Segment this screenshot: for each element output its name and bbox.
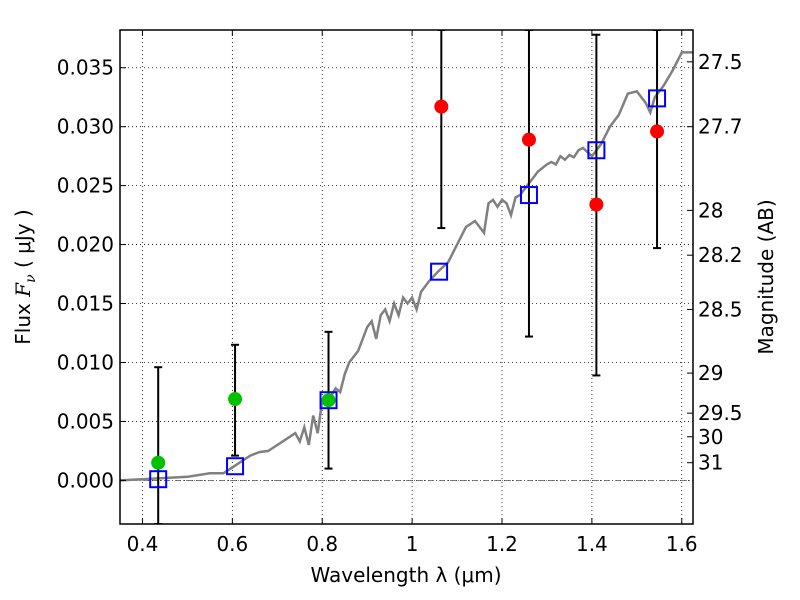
y-tick-label: 0.010 [57,350,114,374]
magnitude-axis-label: Magnitude (AB) [754,199,778,354]
magnitude-tick-label: 28.5 [698,297,743,321]
y-tick-label: 0.025 [57,174,114,198]
data-points [149,89,667,489]
x-axis-label: Wavelength λ (μm) [310,563,501,587]
model-flux-square [319,391,338,410]
error-bars [154,30,662,524]
magnitude-tick-label: 29 [698,361,723,385]
x-tick-label: 1.2 [486,532,518,556]
magnitude-tick-label: 27.5 [698,50,743,74]
model-flux-square [149,470,168,489]
magnitude-tick-label: 27.7 [698,115,743,139]
model-flux-square [226,457,245,476]
magnitude-tick-label: 28.2 [698,243,743,267]
y-tick-label: 0.035 [57,56,114,80]
model-flux-square [519,186,538,205]
x-tick-label: 1 [406,532,419,556]
plot-frame [119,29,694,525]
x-tick-label: 0.4 [127,532,159,556]
observed-flux-point [151,455,166,470]
observed-flux-point [321,393,336,408]
y-tick-label: 0.005 [57,409,114,433]
y-tick-label: 0.015 [57,292,114,316]
magnitude-tick-label: 29.5 [698,401,743,425]
x-tick-label: 0.6 [216,532,248,556]
y-tick-label: 0.020 [57,233,114,257]
y-tick-label: 0.030 [57,115,114,139]
x-tick-label: 1.4 [576,532,608,556]
magnitude-tick-label: 28 [698,198,723,222]
observed-flux-point [589,197,604,212]
observed-flux-point [521,132,536,147]
axis-ticks: 0.4 0.6 0.8 1 1.2 1.4 1.6 0.000 0.005 0.010 0.015 0… [57,30,743,556]
observed-flux-point [228,392,243,407]
sed-model-line [120,51,693,482]
x-tick-label: 1.6 [666,532,698,556]
observed-flux-point [434,99,449,114]
model-flux-square [587,141,606,160]
y-axis-label: Flux Fν ( μJy ) [11,209,39,344]
model-flux-square [430,262,449,281]
magnitude-tick-label: 30 [698,425,723,449]
model-flux-square [648,89,667,108]
y-tick-label: 0.000 [57,468,114,492]
observed-flux-point [650,124,665,139]
grid [120,30,693,524]
magnitude-tick-label: 31 [698,451,723,475]
x-tick-label: 0.8 [306,532,338,556]
